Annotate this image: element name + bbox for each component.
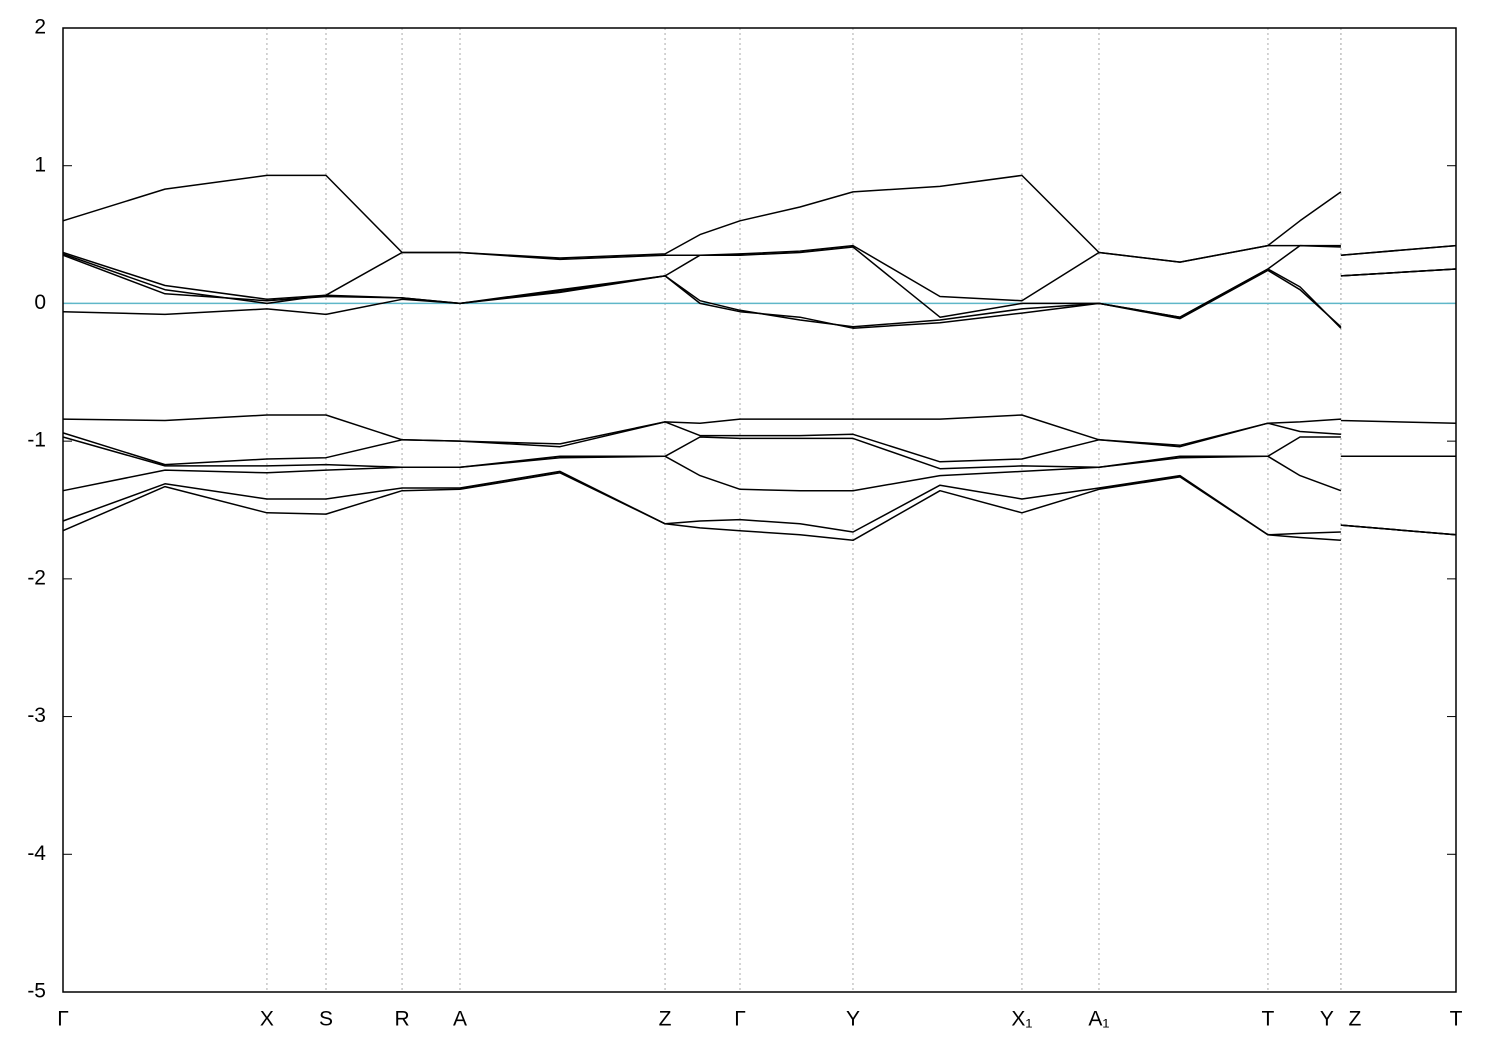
band-line: [62, 455, 1457, 536]
band-line: [62, 436, 1456, 470]
y-tick-label: -2: [27, 566, 46, 589]
y-tick-label: 2: [34, 16, 46, 39]
band-line: [62, 472, 1457, 542]
y-tick-label: 0: [34, 291, 46, 314]
x-tick-label: A: [453, 1008, 467, 1031]
y-tick-label: -1: [27, 429, 46, 452]
x-tick-label: Z: [1349, 1008, 1362, 1031]
band-line: [62, 254, 1457, 328]
plot-frame: [62, 27, 1457, 993]
band-line: [62, 470, 1457, 536]
x-tick-label: Y: [846, 1008, 860, 1031]
band-line: [62, 414, 1457, 447]
band-line: [62, 268, 1457, 329]
x-tick-label: A₁: [1088, 1008, 1109, 1031]
x-tick-label: X₁: [1011, 1008, 1032, 1031]
x-tick-label: T: [1450, 1008, 1463, 1031]
band-line: [62, 421, 1456, 466]
x-tick-label: Z: [659, 1008, 672, 1031]
x-tick-label: Γ: [734, 1008, 746, 1031]
x-tick-label: S: [319, 1008, 333, 1031]
x-tick-label: T: [1262, 1008, 1275, 1031]
y-tick-label: -3: [27, 704, 46, 727]
x-tick-label: Y: [1320, 1008, 1334, 1031]
y-tick-label: 1: [34, 153, 46, 176]
y-tick-label: -5: [27, 980, 46, 1003]
x-tick-label: Γ: [57, 1008, 69, 1031]
x-tick-label: R: [394, 1008, 409, 1031]
x-tick-label: X: [260, 1008, 274, 1031]
y-tick-label: -4: [27, 842, 46, 865]
